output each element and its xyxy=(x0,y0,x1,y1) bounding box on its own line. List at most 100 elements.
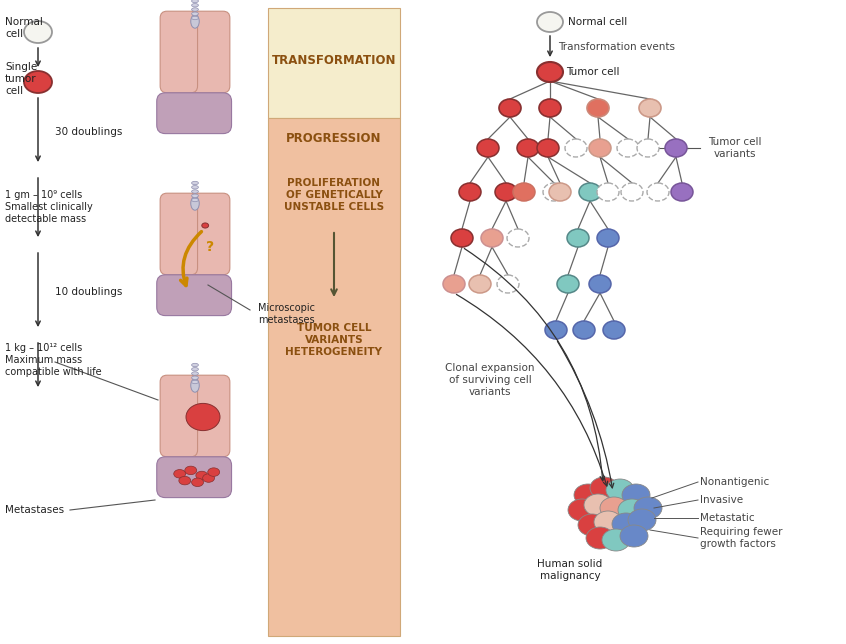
FancyBboxPatch shape xyxy=(160,11,198,93)
Ellipse shape xyxy=(191,194,199,198)
Ellipse shape xyxy=(606,479,634,501)
FancyBboxPatch shape xyxy=(190,193,230,275)
Text: Microscopic
metastases: Microscopic metastases xyxy=(258,303,315,325)
Ellipse shape xyxy=(191,198,199,202)
Ellipse shape xyxy=(191,12,199,15)
Ellipse shape xyxy=(573,321,595,339)
Ellipse shape xyxy=(184,466,197,475)
Ellipse shape xyxy=(208,468,220,477)
Ellipse shape xyxy=(191,363,199,366)
Ellipse shape xyxy=(620,525,648,547)
FancyBboxPatch shape xyxy=(157,275,232,316)
Ellipse shape xyxy=(539,99,561,117)
Ellipse shape xyxy=(191,4,199,7)
Ellipse shape xyxy=(622,484,650,506)
Text: Invasive: Invasive xyxy=(700,495,743,505)
Text: PROLIFERATION
OF GENETICALLY
UNSTABLE CELLS: PROLIFERATION OF GENETICALLY UNSTABLE CE… xyxy=(284,178,384,213)
Ellipse shape xyxy=(203,474,215,482)
Ellipse shape xyxy=(597,183,619,201)
Text: ?: ? xyxy=(206,240,214,254)
Ellipse shape xyxy=(584,494,612,516)
Ellipse shape xyxy=(191,368,199,371)
Ellipse shape xyxy=(443,275,465,293)
Ellipse shape xyxy=(481,229,503,247)
Ellipse shape xyxy=(507,229,529,247)
Ellipse shape xyxy=(24,21,52,43)
FancyBboxPatch shape xyxy=(268,8,400,118)
Ellipse shape xyxy=(587,99,609,117)
Ellipse shape xyxy=(499,99,521,117)
Ellipse shape xyxy=(191,376,199,379)
Ellipse shape xyxy=(618,499,646,521)
Text: Tumor cell
variants: Tumor cell variants xyxy=(708,137,761,159)
Ellipse shape xyxy=(612,513,640,535)
Ellipse shape xyxy=(191,185,199,189)
Ellipse shape xyxy=(589,139,611,157)
Ellipse shape xyxy=(191,190,199,193)
Ellipse shape xyxy=(469,275,491,293)
Ellipse shape xyxy=(603,321,625,339)
Text: Clonal expansion
of surviving cell
variants: Clonal expansion of surviving cell varia… xyxy=(445,363,535,397)
Text: Metastases: Metastases xyxy=(5,505,64,515)
Text: Single
tumor
cell: Single tumor cell xyxy=(5,62,37,97)
FancyBboxPatch shape xyxy=(190,11,230,93)
Ellipse shape xyxy=(557,275,579,293)
Text: TUMOR CELL
VARIANTS
HETEROGENEITY: TUMOR CELL VARIANTS HETEROGENEITY xyxy=(285,323,382,357)
Text: Transformation events: Transformation events xyxy=(558,42,675,52)
Ellipse shape xyxy=(191,16,199,20)
Ellipse shape xyxy=(497,275,519,293)
Ellipse shape xyxy=(600,497,628,519)
Ellipse shape xyxy=(568,499,596,521)
Ellipse shape xyxy=(191,381,199,384)
Text: 30 doublings: 30 doublings xyxy=(55,127,123,137)
Text: Metastatic: Metastatic xyxy=(700,513,755,523)
Text: Nonantigenic: Nonantigenic xyxy=(700,477,769,487)
Ellipse shape xyxy=(202,223,209,228)
Ellipse shape xyxy=(191,0,199,3)
FancyBboxPatch shape xyxy=(157,457,232,498)
Ellipse shape xyxy=(628,509,656,531)
Ellipse shape xyxy=(190,15,200,28)
Ellipse shape xyxy=(671,183,693,201)
Ellipse shape xyxy=(495,183,517,201)
Text: Tumor cell: Tumor cell xyxy=(566,67,619,77)
Ellipse shape xyxy=(589,275,611,293)
Text: 1 gm – 10⁹ cells
Smallest clinically
detectable mass: 1 gm – 10⁹ cells Smallest clinically det… xyxy=(5,189,93,224)
Text: 1 kg – 10¹² cells
Maximum mass
compatible with life: 1 kg – 10¹² cells Maximum mass compatibl… xyxy=(5,343,102,377)
Ellipse shape xyxy=(590,477,618,499)
Text: Normal cell: Normal cell xyxy=(568,17,627,27)
Ellipse shape xyxy=(24,71,52,93)
FancyBboxPatch shape xyxy=(160,193,198,275)
FancyBboxPatch shape xyxy=(268,118,400,636)
Ellipse shape xyxy=(517,139,539,157)
Ellipse shape xyxy=(459,183,481,201)
Ellipse shape xyxy=(565,139,587,157)
Ellipse shape xyxy=(574,484,602,506)
Text: TRANSFORMATION: TRANSFORMATION xyxy=(272,53,396,66)
Ellipse shape xyxy=(186,403,220,431)
Ellipse shape xyxy=(621,183,643,201)
Ellipse shape xyxy=(549,183,571,201)
Ellipse shape xyxy=(567,229,589,247)
Ellipse shape xyxy=(634,497,662,519)
Ellipse shape xyxy=(537,62,563,82)
Ellipse shape xyxy=(586,527,614,549)
Ellipse shape xyxy=(594,511,622,533)
Ellipse shape xyxy=(190,379,200,392)
Ellipse shape xyxy=(191,478,204,487)
Text: Human solid
malignancy: Human solid malignancy xyxy=(537,559,602,581)
Ellipse shape xyxy=(543,183,565,201)
Ellipse shape xyxy=(602,529,630,551)
Ellipse shape xyxy=(196,471,208,480)
Ellipse shape xyxy=(617,139,639,157)
Ellipse shape xyxy=(579,183,601,201)
FancyBboxPatch shape xyxy=(160,375,198,457)
Ellipse shape xyxy=(179,477,190,485)
Ellipse shape xyxy=(647,183,669,201)
FancyBboxPatch shape xyxy=(190,375,230,457)
Ellipse shape xyxy=(665,139,687,157)
Ellipse shape xyxy=(578,514,606,536)
Text: PROGRESSION: PROGRESSION xyxy=(286,131,382,144)
Text: Requiring fewer
growth factors: Requiring fewer growth factors xyxy=(700,527,783,549)
Text: Normal
cell: Normal cell xyxy=(5,17,43,39)
